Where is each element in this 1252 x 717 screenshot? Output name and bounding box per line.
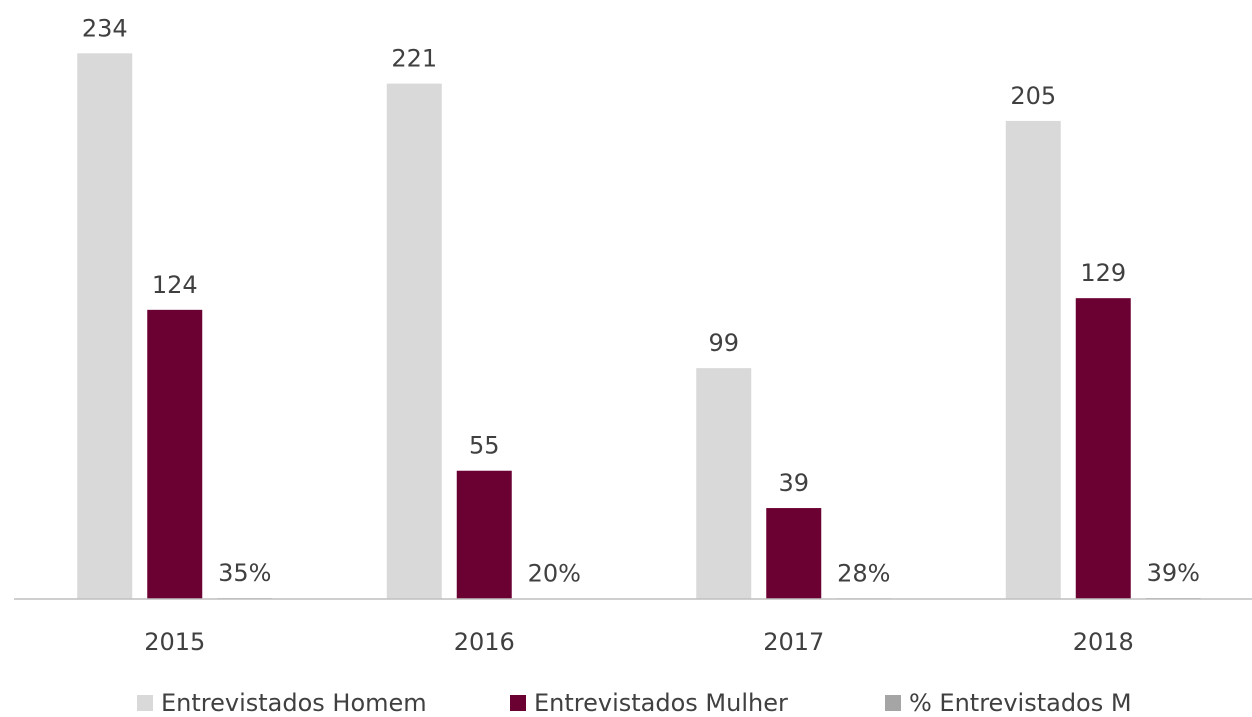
- data-label: 124: [152, 271, 198, 299]
- bar: [77, 53, 133, 599]
- bar: [766, 508, 822, 599]
- bar: [456, 470, 512, 599]
- data-label: 20%: [528, 560, 581, 588]
- legend-marker: [885, 695, 901, 711]
- data-label: 221: [391, 45, 437, 73]
- bar: [386, 83, 442, 600]
- data-label: 99: [708, 329, 739, 357]
- data-label: 39: [778, 469, 809, 497]
- x-tick-label: 2018: [1073, 628, 1134, 656]
- legend-label: % Entrevistados M: [909, 689, 1132, 717]
- bar: [1005, 120, 1061, 599]
- data-label: 39%: [1147, 559, 1200, 587]
- data-label: 205: [1010, 82, 1056, 110]
- x-tick-label: 2016: [454, 628, 515, 656]
- legend-marker: [510, 695, 526, 711]
- x-tick-label: 2017: [763, 628, 824, 656]
- data-label: 129: [1080, 259, 1126, 287]
- legend-label: Entrevistados Homem: [161, 689, 427, 717]
- x-tick-label: 2015: [144, 628, 205, 656]
- bar: [696, 368, 752, 599]
- data-label: 28%: [837, 559, 890, 587]
- data-label: 234: [82, 14, 128, 42]
- data-label: 55: [469, 432, 500, 460]
- bar: [1075, 298, 1131, 599]
- data-label: 35%: [218, 559, 271, 587]
- legend-label: Entrevistados Mulher: [534, 689, 788, 717]
- bar: [147, 309, 203, 599]
- legend-marker: [137, 695, 153, 711]
